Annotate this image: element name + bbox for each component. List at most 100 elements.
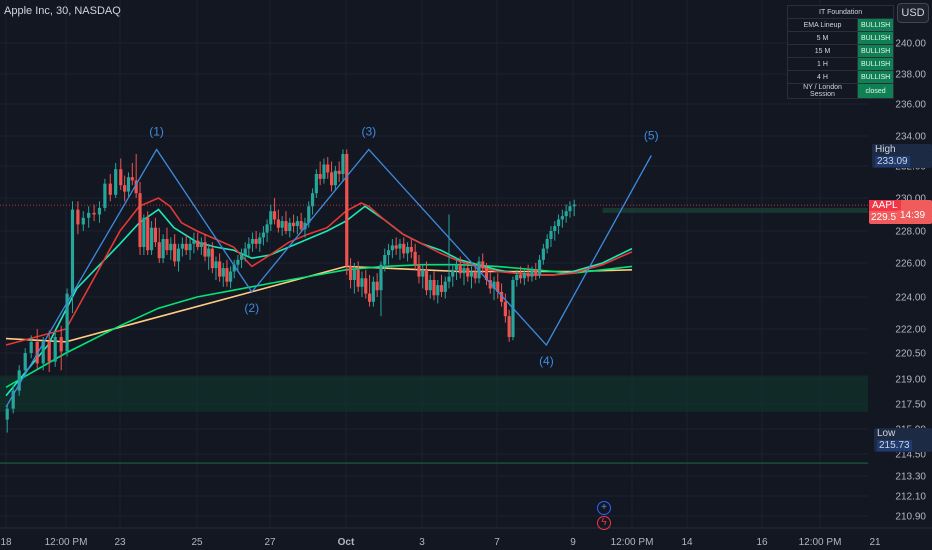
time-axis[interactable] [0,528,932,550]
candle-body [383,255,387,265]
candle-body [329,172,334,186]
candle-body [530,269,534,277]
y-tick-label: 220.50 [895,349,926,360]
candle-body [518,274,523,279]
x-tick-label: 7 [494,537,500,548]
candle-body [207,248,211,257]
x-tick-label: 16 [756,537,768,548]
row-label-5m: 5 M [787,31,858,45]
candle-body [130,177,134,181]
candle-body [515,274,519,280]
candle-body [218,261,222,277]
row-value-ema-lineup: BULLISH [856,18,895,32]
candle-body [405,247,410,254]
elliott-wave-line [5,148,652,408]
x-tick-label: 27 [264,537,276,548]
low-tag: Low 215.73 [874,428,932,452]
candle-body [413,251,417,265]
candle-body [417,264,421,277]
currency-button[interactable]: USD [897,3,929,23]
row-label-1h: 1 H [787,57,858,71]
row-label-session: NY / London Session [787,83,858,99]
candle-body [553,226,557,231]
candle-body [203,242,207,257]
x-tick-label: 23 [114,537,126,548]
candle-body [447,276,451,282]
candle-body [53,337,57,362]
add-icon[interactable]: + [597,501,611,515]
candle-body [537,259,542,275]
row-value-4h: BULLISH [856,70,895,84]
row-value-5m: BULLISH [856,31,895,45]
candle-body [228,271,233,282]
low-tag-value: 215.73 [877,440,912,451]
ema-fast-line [5,197,633,346]
candle-body [375,281,379,291]
candle-body [421,269,425,277]
candle-body [192,240,196,244]
candle-body [333,170,337,186]
candle-body [473,271,477,279]
y-tick-label: 228.00 [895,227,926,238]
candle-body [153,227,158,243]
candle-body [454,264,459,270]
candle-body [180,243,184,249]
candle-body [326,164,330,173]
lightning-icon[interactable]: ϟ [597,516,611,530]
candle-body [295,221,299,227]
candle-body [379,264,383,291]
candle-body [146,217,150,251]
candle-body [134,180,138,194]
candle-body [97,207,102,215]
ema-slow-line [5,263,633,388]
candle-body [276,219,280,228]
x-tick-label: 12:00 PM [45,537,88,548]
row-value-1h: BULLISH [856,57,895,71]
candle-body [560,216,564,220]
candle-body [443,281,447,292]
y-tick-label: 230.00 [895,194,926,205]
indicator-table-title: IT Foundation [786,5,895,19]
candle-body [345,154,349,267]
candle-body [184,243,188,251]
candle-body [288,222,292,231]
candle-body [17,370,21,391]
low-tag-label: Low [877,428,896,439]
wave-label: (1) [149,125,164,139]
candle-body [503,301,507,317]
candle-body [138,193,142,247]
candle-body [458,264,462,274]
candle-body [451,269,455,277]
candle-body [522,273,526,279]
candle-body [196,240,200,247]
candle-body [236,259,240,265]
candle-body [214,261,218,269]
candle-body [161,239,165,259]
y-tick-label: 240.00 [895,39,926,50]
candle-body [484,268,489,280]
candle-body [169,243,173,251]
candle-body [318,174,322,179]
candle-body [367,293,372,302]
candle-body [564,211,568,217]
candle-body [87,212,91,218]
candle-body [428,280,432,291]
candle-body [394,245,398,249]
candle-body [108,183,112,195]
candle-body [499,291,504,302]
candle-body [424,269,429,291]
candle-body [47,341,51,362]
candle-body [243,248,247,255]
candle-body [173,243,177,262]
candle-body [29,341,33,353]
candle-body [310,193,315,207]
x-tick-label: 12:00 PM [611,537,654,548]
candle-body [466,268,470,277]
candle-body [165,239,169,251]
candle-body [352,269,356,280]
wave-label: (5) [644,129,659,143]
candle-body [11,390,15,409]
y-tick-label: 226.00 [895,259,926,270]
candle-body [371,281,375,302]
